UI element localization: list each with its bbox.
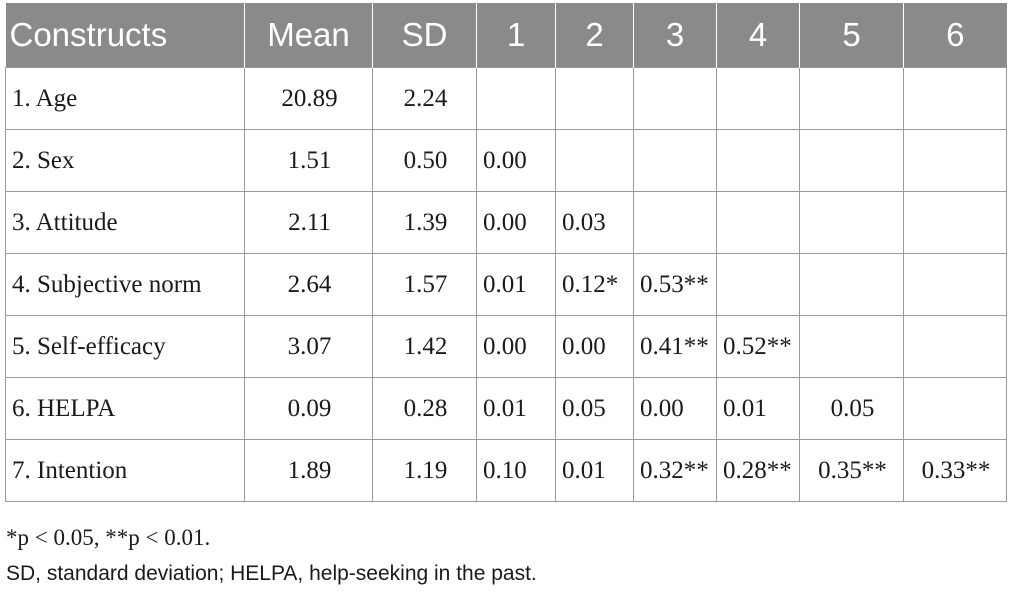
sd-cell: 1.19 [372, 439, 477, 502]
corr-cell-5 [799, 129, 904, 192]
sd-cell: 2.24 [372, 67, 477, 130]
corr-cell-6 [903, 129, 1007, 192]
corr-cell-2 [555, 129, 634, 192]
corr-cell-1: 0.10 [476, 439, 556, 502]
corr-cell-5 [799, 191, 904, 254]
table-row: 6. HELPA 0.09 0.28 0.01 0.05 0.00 0.01 0… [5, 377, 1007, 440]
corr-cell-4 [716, 253, 800, 316]
sd-cell: 1.39 [372, 191, 477, 254]
construct-cell: 6. HELPA [5, 377, 245, 440]
mean-cell: 2.11 [244, 191, 373, 254]
corr-cell-4 [716, 129, 800, 192]
corr-cell-6 [903, 315, 1007, 378]
corr-cell-4: 0.01 [716, 377, 800, 440]
header-constructs: Constructs [5, 3, 245, 68]
mean-cell: 0.09 [244, 377, 373, 440]
corr-cell-5 [799, 67, 904, 130]
construct-cell: 2. Sex [5, 129, 245, 192]
corr-cell-2: 0.03 [555, 191, 634, 254]
header-col-4: 4 [716, 3, 800, 68]
corr-cell-3: 0.32** [633, 439, 717, 502]
corr-cell-1: 0.01 [476, 377, 556, 440]
corr-cell-2: 0.05 [555, 377, 634, 440]
construct-cell: 5. Self-efficacy [5, 315, 245, 378]
table-row: 7. Intention 1.89 1.19 0.10 0.01 0.32** … [5, 439, 1007, 502]
sd-cell: 1.42 [372, 315, 477, 378]
corr-cell-5: 0.35** [799, 439, 904, 502]
header-col-6: 6 [903, 3, 1007, 68]
corr-cell-6 [903, 67, 1007, 130]
sd-cell: 1.57 [372, 253, 477, 316]
header-sd: SD [372, 3, 477, 68]
corr-cell-6 [903, 191, 1007, 254]
table-row: 1. Age 20.89 2.24 [5, 67, 1007, 130]
corr-cell-2 [555, 67, 634, 130]
corr-cell-5 [799, 253, 904, 316]
corr-cell-3 [633, 129, 717, 192]
table-row: 4. Subjective norm 2.64 1.57 0.01 0.12* … [5, 253, 1007, 316]
header-col-5: 5 [799, 3, 904, 68]
corr-cell-4 [716, 67, 800, 130]
corr-cell-1: 0.00 [476, 191, 556, 254]
corr-cell-1: 0.01 [476, 253, 556, 316]
corr-cell-6 [903, 253, 1007, 316]
construct-cell: 7. Intention [5, 439, 245, 502]
table-row: 2. Sex 1.51 0.50 0.00 [5, 129, 1007, 192]
table-row: 5. Self-efficacy 3.07 1.42 0.00 0.00 0.4… [5, 315, 1007, 378]
mean-cell: 1.51 [244, 129, 373, 192]
mean-cell: 20.89 [244, 67, 373, 130]
corr-cell-3 [633, 67, 717, 130]
corr-cell-4: 0.52** [716, 315, 800, 378]
corr-cell-2: 0.12* [555, 253, 634, 316]
corr-cell-3 [633, 191, 717, 254]
corr-cell-2: 0.00 [555, 315, 634, 378]
sd-cell: 0.28 [372, 377, 477, 440]
significance-note: *p < 0.05, **p < 0.01. [6, 525, 211, 550]
correlation-table: Constructs Mean SD 1 2 3 4 5 6 1. Age 20… [5, 3, 1007, 502]
corr-cell-4: 0.28** [716, 439, 800, 502]
abbreviation-note: SD, standard deviation; HELPA, help-seek… [6, 562, 537, 585]
header-col-1: 1 [476, 3, 556, 68]
construct-cell: 3. Attitude [5, 191, 245, 254]
corr-cell-1 [476, 67, 556, 130]
header-row: Constructs Mean SD 1 2 3 4 5 6 [5, 3, 1007, 68]
corr-cell-6: 0.33** [903, 439, 1007, 502]
header-mean: Mean [244, 3, 373, 68]
corr-cell-2: 0.01 [555, 439, 634, 502]
header-col-3: 3 [633, 3, 717, 68]
mean-cell: 1.89 [244, 439, 373, 502]
sd-cell: 0.50 [372, 129, 477, 192]
corr-cell-5 [799, 315, 904, 378]
corr-cell-3: 0.41** [633, 315, 717, 378]
corr-cell-3: 0.53** [633, 253, 717, 316]
table-notes: *p < 0.05, **p < 0.01. SD, standard devi… [6, 520, 537, 592]
mean-cell: 2.64 [244, 253, 373, 316]
construct-cell: 1. Age [5, 67, 245, 130]
construct-cell: 4. Subjective norm [5, 253, 245, 316]
corr-cell-4 [716, 191, 800, 254]
header-col-2: 2 [555, 3, 634, 68]
corr-cell-5: 0.05 [799, 377, 904, 440]
mean-cell: 3.07 [244, 315, 373, 378]
table-row: 3. Attitude 2.11 1.39 0.00 0.03 [5, 191, 1007, 254]
corr-cell-1: 0.00 [476, 315, 556, 378]
table-container: Constructs Mean SD 1 2 3 4 5 6 1. Age 20… [5, 3, 1007, 502]
corr-cell-1: 0.00 [476, 129, 556, 192]
corr-cell-6 [903, 377, 1007, 440]
corr-cell-3: 0.00 [633, 377, 717, 440]
